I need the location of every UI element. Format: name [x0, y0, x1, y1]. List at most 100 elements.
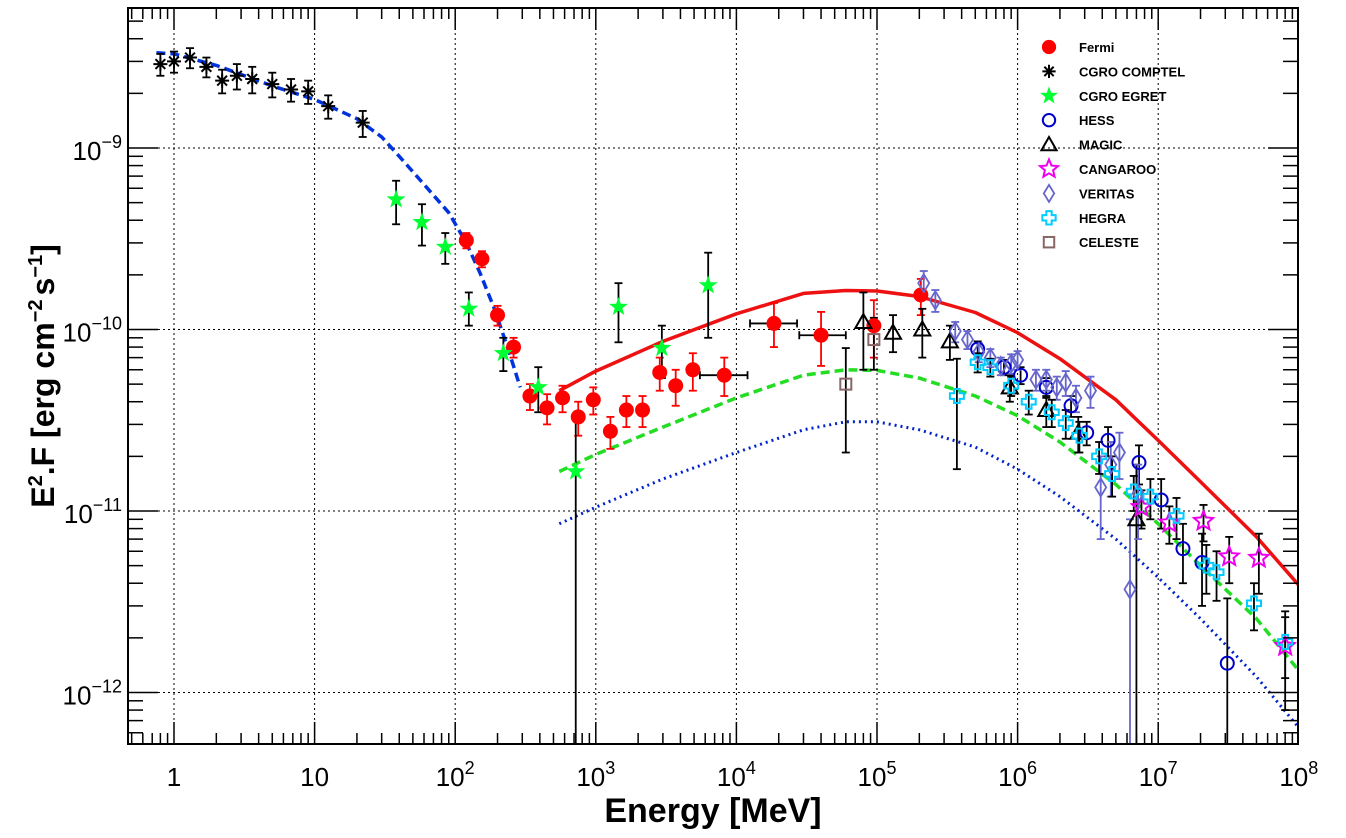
data-point-hegra: [1057, 415, 1074, 432]
legend-marker-celeste: [1042, 235, 1056, 249]
data-point-cgro-comptel: [355, 115, 370, 130]
data-point-veritas: [983, 346, 997, 369]
data-point-magic: [853, 311, 874, 329]
x-tick-label: 106: [998, 758, 1037, 792]
x-tick-label: 10: [300, 762, 329, 792]
data-point-veritas: [1011, 349, 1025, 371]
legend-marker-magic: [1039, 134, 1059, 152]
data-point-cgro-egret: [412, 212, 432, 231]
model-curve-dotted: [558, 420, 1298, 729]
x-tick-label: 104: [717, 758, 756, 792]
data-point-cgro-egret: [459, 298, 479, 317]
data-point-veritas: [1131, 482, 1145, 505]
legend-marker-cgro-egret: [1040, 86, 1058, 104]
data-point-hegra: [1020, 393, 1037, 410]
model-curve-solid: [558, 288, 1298, 587]
data-point-hegra: [1277, 633, 1294, 650]
x-tick-label: 107: [1139, 758, 1178, 792]
data-point-fermi: [652, 364, 668, 380]
data-point-veritas: [1094, 476, 1108, 499]
model-curves: [156, 50, 1298, 729]
data-markers: [153, 50, 1298, 671]
data-point-hegra: [1091, 448, 1108, 465]
legend-marker-hegra: [1041, 210, 1057, 226]
data-point-fermi: [813, 327, 829, 343]
data-point-magic: [940, 331, 960, 349]
data-point-cgro-comptel: [153, 57, 168, 72]
data-point-veritas: [1004, 352, 1018, 375]
model-curve-dashed: [156, 50, 522, 388]
data-point-hegra: [948, 388, 965, 405]
data-point-fermi: [555, 390, 571, 406]
data-point-hegra: [1104, 465, 1121, 482]
data-point-cgro-comptel: [229, 68, 244, 83]
x-tick-label: 108: [1279, 758, 1318, 792]
legend-label-celeste: CELESTE: [1079, 235, 1139, 250]
legend: Fermi CGRO COMPTEL CGRO EGRET HESS MAGIC CANG…: [1037, 39, 1185, 250]
y-tick-labels: 10−9 10−10 10−11 10−12: [63, 132, 122, 711]
y-tick-label: 10−11: [64, 495, 122, 529]
data-point-cgro-comptel: [183, 50, 198, 65]
data-point-magic: [912, 319, 933, 337]
data-point-fermi: [539, 400, 555, 416]
data-point-cgro-egret: [652, 338, 672, 357]
x-tick-label: 102: [436, 758, 475, 792]
data-point-cgro-comptel: [284, 82, 299, 97]
data-point-hegra: [969, 354, 986, 371]
x-tick-label: 103: [576, 758, 615, 792]
data-point-veritas: [960, 328, 975, 351]
data-point-hegra: [1071, 427, 1088, 444]
data-point-cgro-comptel: [167, 54, 181, 69]
data-point-hegra: [1125, 483, 1142, 500]
data-point-hess: [1013, 367, 1029, 383]
data-point-cgro-comptel: [199, 59, 214, 74]
data-point-cgro-egret: [698, 275, 718, 294]
data-point-cgro-comptel: [215, 73, 230, 88]
data-point-cangaroo: [1191, 508, 1216, 532]
data-point-veritas: [917, 272, 931, 294]
legend-marker-cangaroo: [1037, 156, 1061, 179]
data-point-cgro-egret: [435, 236, 455, 255]
legend-label-magic: MAGIC: [1079, 138, 1123, 153]
data-point-fermi: [685, 362, 701, 378]
data-point-veritas: [1039, 368, 1053, 391]
data-point-hegra: [1208, 564, 1225, 581]
x-tick-label: 105: [858, 758, 897, 792]
data-point-veritas: [1069, 387, 1083, 409]
data-point-veritas: [1029, 368, 1043, 391]
y-tick-label: 10−9: [73, 132, 122, 166]
data-point-magic: [883, 322, 903, 340]
data-point-hegra: [1043, 404, 1060, 421]
data-point-cgro-egret: [609, 297, 628, 316]
data-point-veritas: [994, 355, 1008, 377]
plot-frame: [127, 7, 1299, 745]
data-point-cgro-egret: [493, 343, 513, 362]
data-point-cgro-comptel: [245, 71, 260, 86]
grid-lines: [128, 8, 1298, 744]
data-point-veritas: [928, 289, 942, 311]
data-point-fermi: [766, 315, 782, 331]
data-point-magic: [1126, 509, 1147, 527]
legend-marker-veritas: [1042, 183, 1056, 204]
data-point-fermi: [635, 402, 651, 418]
data-point-cgro-egret: [566, 461, 586, 480]
data-point-celeste: [867, 333, 881, 347]
data-point-fermi: [668, 378, 684, 394]
data-point-fermi: [490, 307, 506, 323]
data-point-veritas: [1104, 453, 1118, 476]
data-point-veritas: [1059, 371, 1073, 394]
x-tick-label: 1: [167, 762, 181, 792]
data-point-celeste: [839, 377, 853, 391]
data-point-fermi: [570, 409, 586, 425]
data-point-hegra: [1245, 595, 1262, 612]
data-point-veritas: [948, 320, 962, 342]
data-point-hess: [1219, 655, 1235, 671]
legend-label-hess: HESS: [1079, 113, 1115, 128]
x-tick-labels: 1 10 102 103 104 105 106 107 108: [167, 758, 1319, 792]
data-point-fermi: [474, 251, 490, 267]
legend-label-cangaroo: CANGAROO: [1079, 162, 1156, 177]
data-point-fermi: [716, 367, 732, 383]
data-point-hess: [1175, 541, 1191, 557]
